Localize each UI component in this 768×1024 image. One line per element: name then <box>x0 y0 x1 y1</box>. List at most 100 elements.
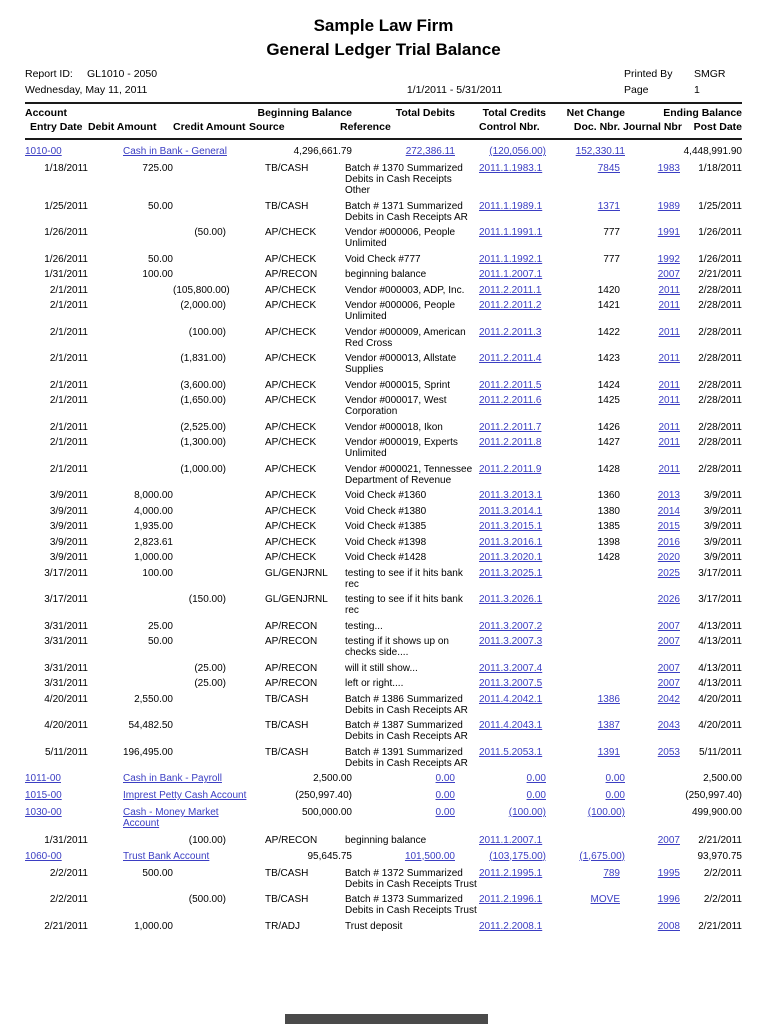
journal-nbr-link[interactable]: 2011 <box>658 300 680 311</box>
total-credits-link[interactable]: 0.00 <box>526 773 546 784</box>
control-nbr-link[interactable]: 2011.3.2016.1 <box>479 536 543 548</box>
doc-nbr-link[interactable]: 789 <box>603 867 620 879</box>
account-name-link[interactable]: Cash in Bank - Payroll <box>123 773 222 784</box>
account-name-link[interactable]: Imprest Petty Cash Account <box>123 790 247 801</box>
doc-nbr-link[interactable]: MOVE <box>590 894 620 905</box>
total-debits-link[interactable]: 101,500.00 <box>404 850 455 862</box>
journal-nbr-link[interactable]: 2016 <box>657 536 680 548</box>
account-name-link[interactable]: Trust Bank Account <box>123 850 210 862</box>
journal-nbr-link[interactable]: 2026 <box>657 594 680 605</box>
journal-nbr-link[interactable]: 2014 <box>657 505 680 517</box>
control-nbr-link[interactable]: 2011.2.1995.1 <box>479 867 543 879</box>
net-change-link[interactable]: (100.00) <box>587 807 625 818</box>
journal-nbr-link[interactable]: 2043 <box>657 720 680 731</box>
control-nbr-link[interactable]: 2011.2.2011.3 <box>479 326 542 338</box>
control-nbr-link[interactable]: 2011.2.2011.2 <box>479 300 542 311</box>
control-nbr-link[interactable]: 2011.2.2011.1 <box>479 284 542 296</box>
journal-nbr-link[interactable]: 2011 <box>658 463 680 475</box>
journal-nbr-link[interactable]: 2011 <box>658 326 680 338</box>
post-date: 1/26/2011 <box>698 253 742 265</box>
net-change-link[interactable]: 0.00 <box>605 773 625 784</box>
control-nbr-link[interactable]: 2011.3.2015.1 <box>479 521 543 532</box>
journal-nbr-link[interactable]: 2011 <box>658 379 680 391</box>
control-nbr-link[interactable]: 2011.4.2043.1 <box>479 720 543 731</box>
doc-nbr-link[interactable]: 1371 <box>597 200 620 212</box>
total-credits-link[interactable]: 0.00 <box>526 790 546 801</box>
control-nbr-link[interactable]: 2011.3.2020.1 <box>479 552 543 563</box>
total-debits-link[interactable]: 272,386.11 <box>405 146 455 157</box>
journal-nbr-link[interactable]: 1983 <box>657 163 680 174</box>
net-change-link[interactable]: (1,675.00) <box>579 850 625 862</box>
journal-nbr-link[interactable]: 2008 <box>657 920 680 932</box>
control-nbr-link[interactable]: 2011.3.2026.1 <box>479 594 543 605</box>
journal-nbr-link[interactable]: 2025 <box>657 567 680 579</box>
doc-nbr-link[interactable]: 1386 <box>597 693 620 705</box>
journal-nbr-link[interactable]: 2007 <box>657 662 680 674</box>
control-nbr-link[interactable]: 2011.3.2014.1 <box>479 505 543 517</box>
account-number-link[interactable]: 1011-00 <box>25 773 61 784</box>
journal-nbr-link[interactable]: 2007 <box>657 269 680 280</box>
control-nbr-link[interactable]: 2011.3.2007.4 <box>479 662 543 674</box>
journal-nbr-link[interactable]: 1996 <box>657 894 680 905</box>
journal-nbr-link[interactable]: 2011 <box>658 353 680 364</box>
journal-nbr-link[interactable]: 2007 <box>657 835 680 846</box>
doc-nbr-link[interactable]: 7845 <box>597 163 620 174</box>
control-nbr-link[interactable]: 2011.2.2011.6 <box>479 395 542 406</box>
control-nbr-link[interactable]: 2011.3.2007.2 <box>479 620 543 632</box>
total-credits-link[interactable]: (100.00) <box>508 807 546 818</box>
control-nbr-link[interactable]: 2011.2.2011.7 <box>479 421 542 433</box>
control-nbr-link[interactable]: 2011.1.1992.1 <box>479 253 543 265</box>
account-number-link[interactable]: 1060-00 <box>25 850 62 862</box>
credit-amount <box>173 521 226 532</box>
journal-nbr-link[interactable]: 1989 <box>657 200 680 212</box>
net-change-link[interactable]: 0.00 <box>605 790 625 801</box>
journal-nbr-link[interactable]: 2020 <box>657 552 680 563</box>
journal-nbr-link[interactable]: 2015 <box>657 521 680 532</box>
journal-nbr-link[interactable]: 2007 <box>657 636 680 647</box>
control-nbr-link[interactable]: 2011.2.2008.1 <box>479 920 543 932</box>
journal-nbr-link[interactable]: 2011 <box>658 284 680 296</box>
journal-nbr-link[interactable]: 1991 <box>657 227 680 238</box>
account-number-link[interactable]: 1015-00 <box>25 790 62 801</box>
control-nbr-link[interactable]: 2011.3.2025.1 <box>479 567 543 579</box>
total-credits-link[interactable]: (120,056.00) <box>489 146 546 157</box>
control-nbr-link[interactable]: 2011.3.2013.1 <box>479 490 543 501</box>
journal-nbr-link[interactable]: 2053 <box>657 746 680 758</box>
control-nbr-link[interactable]: 2011.2.2011.5 <box>479 379 542 391</box>
journal-nbr-link[interactable]: 2007 <box>657 620 680 632</box>
doc-nbr-link[interactable]: 1391 <box>597 746 620 758</box>
control-nbr-link[interactable]: 2011.2.1996.1 <box>479 894 543 905</box>
control-nbr-link[interactable]: 2011.1.1989.1 <box>479 200 543 212</box>
net-change-link[interactable]: 152,330.11 <box>575 146 625 157</box>
journal-nbr-link[interactable]: 2011 <box>658 395 680 406</box>
account-name-link[interactable]: Cash - Money Market Account <box>123 807 219 829</box>
journal-nbr-link[interactable]: 1992 <box>657 253 680 265</box>
journal-nbr-link[interactable]: 2011 <box>658 421 680 433</box>
control-nbr-link[interactable]: 2011.5.2053.1 <box>479 746 543 758</box>
control-nbr-link[interactable]: 2011.1.2007.1 <box>479 269 543 280</box>
account-summary-row: 1015-00 Imprest Petty Cash Account (250,99… <box>25 790 742 801</box>
total-credits-link[interactable]: (103,175.00) <box>489 850 546 862</box>
control-nbr-link[interactable]: 2011.1.2007.1 <box>479 835 543 846</box>
control-nbr-link[interactable]: 2011.1.1991.1 <box>479 227 543 238</box>
control-nbr-link[interactable]: 2011.3.2007.3 <box>479 636 543 647</box>
journal-nbr-link[interactable]: 2013 <box>657 490 680 501</box>
total-debits-link[interactable]: 0.00 <box>435 790 455 801</box>
account-name-link[interactable]: Cash in Bank - General <box>123 146 227 157</box>
total-debits-link[interactable]: 0.00 <box>435 807 455 818</box>
control-nbr-link[interactable]: 2011.2.2011.4 <box>479 353 542 364</box>
control-nbr-link[interactable]: 2011.4.2042.1 <box>479 693 543 705</box>
journal-nbr-link[interactable]: 2011 <box>658 437 680 448</box>
journal-nbr-link[interactable]: 1995 <box>657 867 680 879</box>
doc-nbr-link[interactable]: 1387 <box>597 720 620 731</box>
account-number-link[interactable]: 1030-00 <box>25 807 62 818</box>
report-title-block: Sample Law Firm General Ledger Trial Bal… <box>25 14 742 62</box>
control-nbr-link[interactable]: 2011.2.2011.8 <box>479 437 542 448</box>
journal-nbr-link[interactable]: 2042 <box>657 693 680 705</box>
control-nbr-link[interactable]: 2011.3.2007.5 <box>479 678 543 689</box>
account-number-link[interactable]: 1010-00 <box>25 146 62 157</box>
control-nbr-link[interactable]: 2011.1.1983.1 <box>479 163 543 174</box>
total-debits-link[interactable]: 0.00 <box>435 773 455 784</box>
control-nbr-link[interactable]: 2011.2.2011.9 <box>479 463 542 475</box>
journal-nbr-link[interactable]: 2007 <box>657 678 680 689</box>
